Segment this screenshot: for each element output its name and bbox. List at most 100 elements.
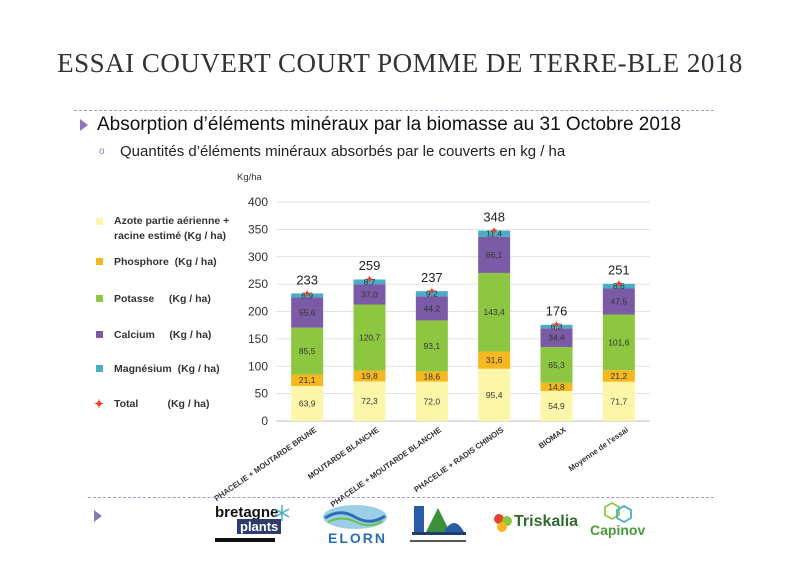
data-label: 55,6 [299,307,316,317]
logo-triskalia: Triskalia [492,500,582,550]
data-label: 72,3 [361,396,378,406]
bar-segment [540,390,573,421]
legend-entry: Calcium (Kg / ha) [96,327,211,343]
y-tick-label: 50 [255,387,269,401]
logo-syndicat [408,500,468,550]
bar-segment [415,291,448,297]
slide-title: ESSAI COUVERT COURT POMME DE TERRE-BLE 2… [57,48,743,78]
legend-label: Total (Kg / ha) [114,398,210,410]
y-tick-label: 250 [248,277,268,291]
bar-segment [415,371,448,382]
bar-segment [353,304,386,371]
total-star-icon: ✦ [94,397,105,411]
chart-subheading: Quantités d’éléments minéraux absorbés p… [120,143,566,160]
legend-label: Azote partie aérienne + racine estimé (K… [114,215,230,242]
data-label: 37,0 [361,289,378,299]
data-label: 21,1 [299,375,316,385]
bar-segment [540,328,573,348]
bar-segment [291,293,324,298]
data-label: 21,2 [611,371,628,381]
legend-label: Calcium (Kg / ha) [114,329,212,341]
data-label: 9,2 [426,289,438,299]
y-tick-label: 0 [261,414,268,428]
data-label: 11,4 [486,229,502,239]
bar-segment [478,230,511,237]
heading-bullet-icon [80,119,88,131]
total-label: 251 [608,263,630,278]
data-label: 44,2 [424,303,441,313]
data-label: 101,6 [608,337,630,347]
data-label: 31,6 [486,355,503,365]
bar-segment [602,314,635,371]
data-label: 93,1 [424,341,441,351]
bar-segment [291,386,324,421]
bar-segment [540,324,573,329]
chart-heading: Absorption d’éléments minéraux par la bi… [97,114,682,135]
bar-segment [478,272,511,352]
data-label: 54,9 [548,401,565,411]
data-label: 6,3 [551,322,563,332]
total-label: 237 [421,270,443,285]
logo-bretagne-plants: bretagne plants [215,500,290,550]
logo-elorn-text: ELORN [328,530,387,546]
data-label: 65,3 [548,360,565,370]
bar-segment [602,370,635,382]
legend-label: Phosphore (Kg / ha) [114,256,217,268]
triskalia-spiral-icon [494,514,512,532]
title-divider [74,110,714,111]
data-label: 18,6 [424,371,441,381]
logo-bretagne-stripe [215,538,275,542]
footer-divider [88,497,714,498]
bar-segment [353,284,386,305]
bar-segment [602,283,635,289]
y-tick-label: 400 [248,195,268,209]
legend-swatch [96,295,103,302]
capinov-hexagon-icon [604,502,632,524]
bar-segment [353,279,386,285]
data-label: 120,7 [359,333,381,343]
sub-bullet-icon: o [99,146,105,157]
logo-elorn: ELORN [320,500,390,550]
data-label: 8,7 [364,277,376,287]
logo-triskalia-text: Triskalia [514,513,579,530]
syndicat-emblem-icon [412,506,466,535]
y-tick-label: 100 [248,359,268,373]
legend-entry: ✦ Total (Kg / ha) [94,396,210,412]
y-axis-label: Kg/ha [237,172,263,183]
legend-swatch [96,218,103,225]
bar-segment [478,351,511,369]
data-label: 19,8 [361,371,378,381]
legend-label: Potasse (Kg / ha) [114,293,211,305]
footer-bullet-icon [94,510,102,522]
bar-segment [478,236,511,273]
total-marker: ✦ [614,278,623,291]
y-tick-label: 150 [248,332,268,346]
bar-segment [415,296,448,321]
legend-entry: Magnésium (Kg / ha) [96,361,220,377]
logo-capinov-text: Capinov [590,522,646,538]
data-label: 143,4 [484,307,506,317]
bar-segment [602,381,635,421]
total-label: 259 [359,258,381,273]
data-label: 34,4 [548,333,565,343]
data-label: 47,5 [611,297,628,307]
bar-segment [478,368,511,421]
logo-capinov: Capinov [590,500,660,550]
data-label: 8,6 [613,281,625,291]
x-category-label: BIOMAX [537,425,568,451]
bar-segment [415,320,448,372]
bar-segment [291,327,324,375]
logo-bretagne-text: bretagne [215,504,279,521]
x-category-label: Moyenne de l'essai [567,425,630,473]
legend-entry: Potasse (Kg / ha) [96,291,211,307]
bar-segment [291,374,324,387]
data-label: 63,9 [299,399,316,409]
legend-swatch [96,365,103,372]
bar-segment [540,382,573,391]
data-label: 71,7 [611,396,628,406]
x-category-label: PHACELIE + MOUTARDE BRUNE [213,425,319,503]
y-tick-label: 300 [248,250,268,264]
y-tick-label: 200 [248,305,268,319]
data-label: 72,0 [424,396,441,406]
